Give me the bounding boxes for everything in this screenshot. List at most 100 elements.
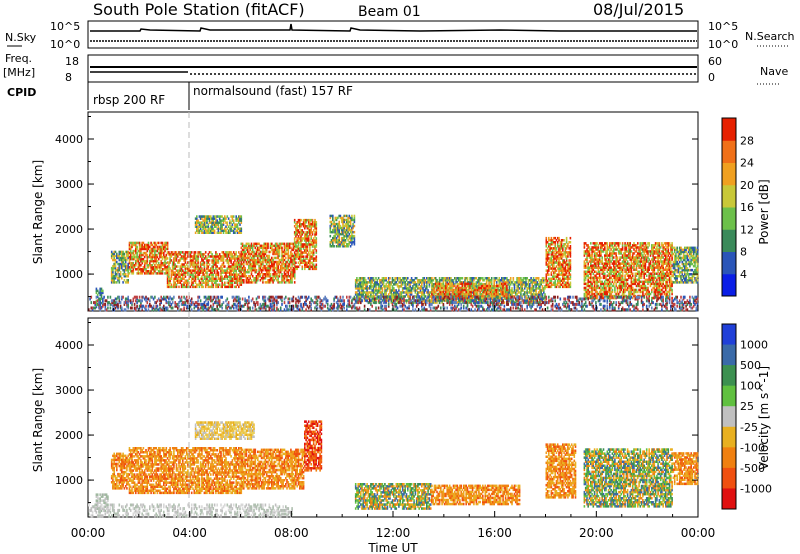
power-cell <box>169 255 171 258</box>
power-cell <box>586 250 588 253</box>
power-cell <box>170 277 173 280</box>
power-cell <box>146 249 149 253</box>
power-cell <box>127 266 129 270</box>
power-cell <box>333 222 335 226</box>
power-cell <box>221 283 223 286</box>
power-cell <box>129 264 132 267</box>
power-cell <box>569 285 572 289</box>
power-cell <box>182 251 184 254</box>
power-cell <box>255 248 258 252</box>
power-cell <box>236 227 239 230</box>
power-cell <box>443 277 446 280</box>
power-cell <box>249 281 251 284</box>
power-cell <box>262 244 264 248</box>
power-cell <box>485 288 488 292</box>
power-cell <box>590 278 592 282</box>
power-cell <box>499 288 502 292</box>
power-cell <box>299 257 301 260</box>
power-cell <box>291 279 293 282</box>
power-cell <box>513 283 516 286</box>
power-cell <box>312 241 315 244</box>
power-cell <box>273 256 276 260</box>
power-cell <box>251 260 254 264</box>
power-cell <box>503 292 506 296</box>
power-cell <box>216 231 218 234</box>
power-cell <box>541 299 544 302</box>
power-cell <box>586 256 588 259</box>
power-cell <box>113 258 115 262</box>
power-cell <box>302 237 305 240</box>
power-cell <box>311 243 314 246</box>
power-cell <box>384 293 386 296</box>
power-cell <box>311 253 314 256</box>
power-cell <box>175 283 178 286</box>
power-cell <box>517 289 520 292</box>
power-cell <box>459 286 461 290</box>
power-cell <box>530 279 532 282</box>
power-cell <box>344 234 347 238</box>
power-cell <box>201 267 203 270</box>
power-cell <box>306 247 309 250</box>
power-cell <box>118 277 121 280</box>
power-cell <box>462 294 465 298</box>
power-cell <box>129 266 132 269</box>
power-cell <box>366 295 368 298</box>
power-cell <box>276 244 278 248</box>
power-cell <box>387 283 390 286</box>
power-cell <box>356 291 358 294</box>
power-cell <box>550 259 553 262</box>
power-cell <box>248 244 250 248</box>
power-cell <box>468 289 470 292</box>
power-cell <box>434 277 437 280</box>
power-cell <box>295 249 297 252</box>
power-cell <box>452 284 455 288</box>
power-cell <box>225 225 227 228</box>
power-cell <box>235 225 237 228</box>
power-cell <box>283 266 286 270</box>
power-cell <box>180 269 183 272</box>
power-cell <box>253 254 255 258</box>
power-cell <box>382 285 385 288</box>
power-cell <box>215 251 217 254</box>
power-cell <box>118 262 121 266</box>
power-cell <box>227 271 230 274</box>
power-cell <box>213 255 216 258</box>
power-cell <box>521 281 523 284</box>
power-cell <box>438 299 441 302</box>
power-cell <box>549 259 551 262</box>
power-cell <box>301 243 304 246</box>
power-cell <box>474 282 476 286</box>
power-cell <box>332 230 334 234</box>
power-cell <box>281 250 283 254</box>
power-cell <box>251 254 254 258</box>
power-cell <box>222 263 225 266</box>
power-cell <box>419 281 422 284</box>
power-cell <box>466 299 469 302</box>
power-cell <box>215 281 217 284</box>
power-cell <box>334 228 337 232</box>
power-cell <box>293 259 296 262</box>
power-cell <box>286 242 288 246</box>
power-cell <box>299 263 301 266</box>
power-cell <box>565 245 568 248</box>
power-cell <box>539 291 541 294</box>
power-cell <box>295 253 297 256</box>
power-cell <box>204 229 207 232</box>
power-cell <box>268 270 271 274</box>
power-cell <box>343 245 345 248</box>
power-cell <box>258 252 260 256</box>
power-cell <box>507 301 509 304</box>
power-cell <box>241 242 244 246</box>
power-cell <box>568 241 570 244</box>
power-cell <box>497 279 499 282</box>
power-cell <box>295 241 297 244</box>
power-cell <box>296 241 298 244</box>
power-cell <box>245 277 248 280</box>
power-cell <box>262 266 264 270</box>
power-cell <box>342 243 344 246</box>
power-cell <box>436 299 438 302</box>
power-cell <box>238 265 240 268</box>
power-cell <box>240 273 243 276</box>
power-cell <box>189 263 192 266</box>
power-cell <box>166 243 169 247</box>
